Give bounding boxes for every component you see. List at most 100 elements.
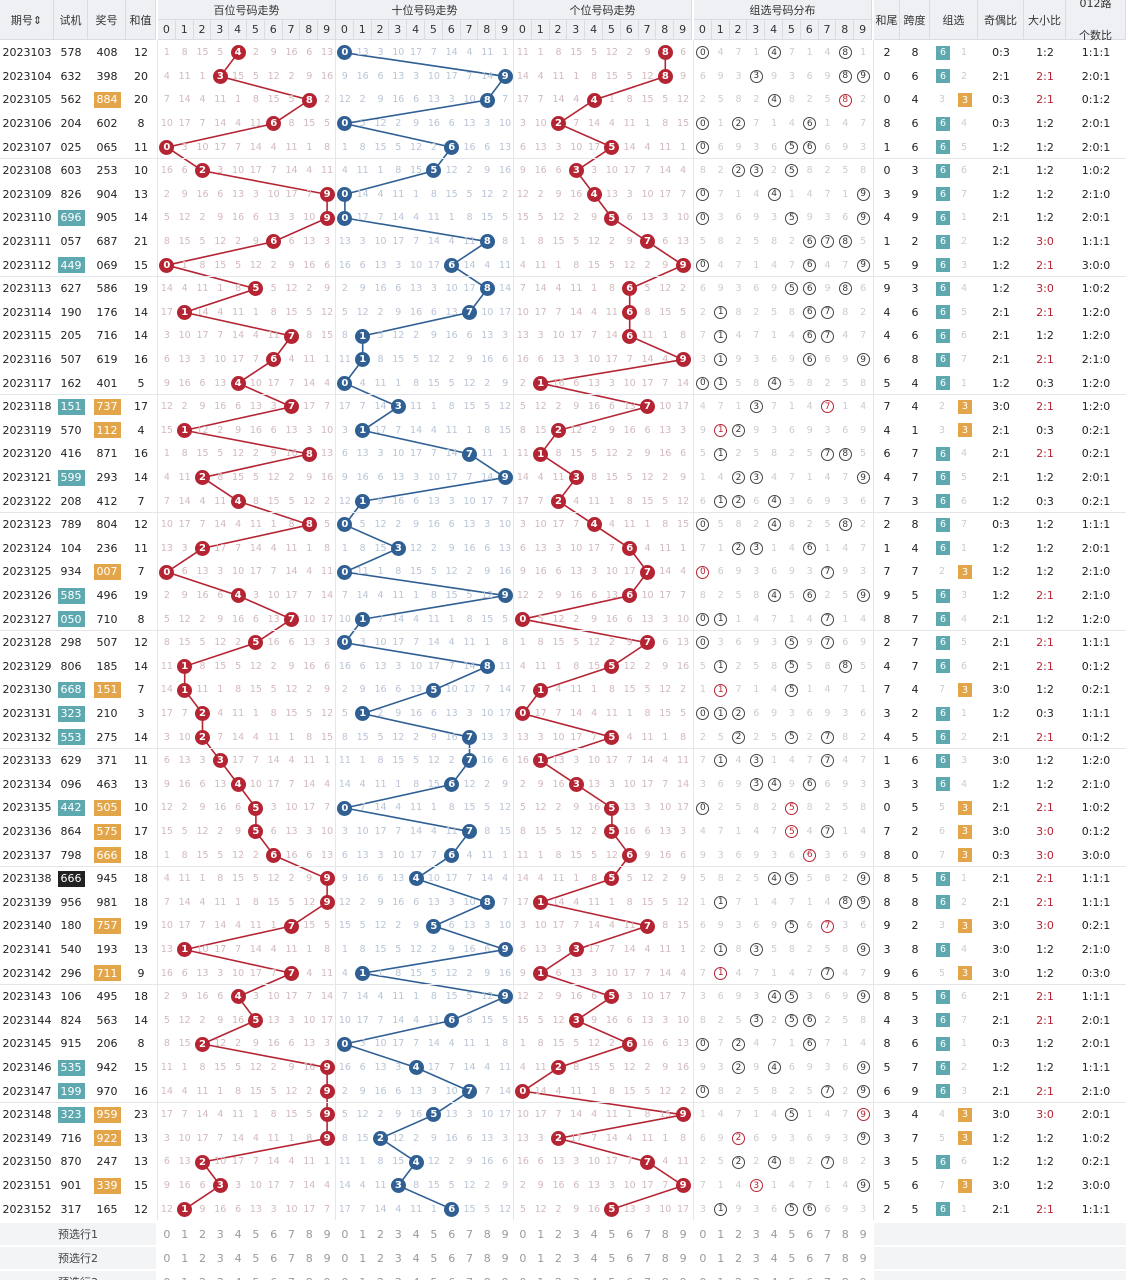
preselect-row-1-digit[interactable]: 5 <box>252 1227 260 1241</box>
preselect-row-3-digit[interactable]: 3 <box>389 1271 407 1280</box>
preselect-row-1-digit[interactable]: 9 <box>679 1227 687 1241</box>
preselect-row-3-digit[interactable]: 8 <box>478 1271 496 1280</box>
preselect-row-3-digit[interactable]: 5 <box>425 1271 443 1280</box>
preselect-row-3-digit[interactable]: 3 <box>567 1271 585 1280</box>
preselect-row-2-digit[interactable]: 6 <box>448 1251 456 1265</box>
preselect-row-3-digit[interactable]: 2 <box>550 1271 568 1280</box>
preselect-row-1-digit[interactable]: 4 <box>412 1227 420 1241</box>
preselect-row-1-digit[interactable]: 1 <box>181 1227 189 1241</box>
preselect-row-2-digit[interactable]: 0 <box>341 1251 349 1265</box>
preselect-row-1-digit[interactable]: 0 <box>699 1227 707 1241</box>
preselect-row-1-digit[interactable]: 1 <box>717 1227 725 1241</box>
preselect-row-2-digit[interactable]: 6 <box>806 1251 814 1265</box>
preselect-row-1-digit[interactable]: 3 <box>752 1227 760 1241</box>
preselect-row-3-digit[interactable]: 8 <box>300 1271 318 1280</box>
preselect-row-1-digit[interactable]: 0 <box>519 1227 527 1241</box>
preselect-row-1-digit[interactable]: 5 <box>608 1227 616 1241</box>
preselect-row-1-digit[interactable]: 6 <box>448 1227 456 1241</box>
preselect-row-2-digit[interactable]: 9 <box>859 1251 867 1265</box>
preselect-row-1-digit[interactable]: 5 <box>788 1227 796 1241</box>
preselect-row-2-digit[interactable]: 9 <box>679 1251 687 1265</box>
preselect-row-1-digit[interactable]: 0 <box>163 1227 171 1241</box>
preselect-row-1-digit[interactable]: 7 <box>287 1227 295 1241</box>
preselect-row-3-digit[interactable]: 6 <box>443 1271 461 1280</box>
preselect-row-3-digit[interactable]: 4 <box>585 1271 603 1280</box>
preselect-row-2-digit[interactable]: 2 <box>376 1251 384 1265</box>
preselect-row-3-digit[interactable]: 9 <box>674 1271 692 1280</box>
preselect-row-2-digit[interactable]: 8 <box>483 1251 491 1265</box>
preselect-row-3-digit[interactable]: 4 <box>765 1271 783 1280</box>
preselect-row-2-digit[interactable]: 5 <box>608 1251 616 1265</box>
preselect-row-3-digit[interactable]: 6 <box>265 1271 283 1280</box>
preselect-row-1-digit[interactable]: 1 <box>537 1227 545 1241</box>
preselect-row-3-digit[interactable]: 1 <box>712 1271 730 1280</box>
preselect-row-3-digit[interactable]: 6 <box>621 1271 639 1280</box>
preselect-row-2-digit[interactable]: 0 <box>519 1251 527 1265</box>
preselect-row-3-digit[interactable]: 3 <box>747 1271 765 1280</box>
preselect-row-1-digit[interactable]: 7 <box>823 1227 831 1241</box>
preselect-row-2-digit[interactable]: 5 <box>788 1251 796 1265</box>
preselect-row-2-digit[interactable]: 9 <box>501 1251 509 1265</box>
preselect-row-3-digit[interactable]: 7 <box>639 1271 657 1280</box>
preselect-row-1-digit[interactable]: 6 <box>626 1227 634 1241</box>
preselect-row-3-digit[interactable]: 5 <box>247 1271 265 1280</box>
preselect-row-3-digit[interactable]: 1 <box>532 1271 550 1280</box>
preselect-row-1-digit[interactable]: 7 <box>643 1227 651 1241</box>
preselect-row-2-digit[interactable]: 3 <box>216 1251 224 1265</box>
preselect-row-3-digit[interactable]: 0 <box>514 1271 532 1280</box>
preselect-row-2-digit[interactable]: 7 <box>643 1251 651 1265</box>
preselect-row-1-digit[interactable]: 2 <box>554 1227 562 1241</box>
preselect-row-2-digit[interactable]: 8 <box>841 1251 849 1265</box>
period-header[interactable]: 期号⇕ <box>0 0 54 40</box>
preselect-row-1-digit[interactable]: 3 <box>216 1227 224 1241</box>
preselect-row-3-digit[interactable]: 4 <box>229 1271 247 1280</box>
preselect-row-3-digit[interactable]: 0 <box>158 1271 176 1280</box>
preselect-row-2-digit[interactable]: 7 <box>465 1251 473 1265</box>
preselect-row-3-digit[interactable]: 0 <box>694 1271 712 1280</box>
preselect-row-3-digit[interactable]: 9 <box>496 1271 514 1280</box>
preselect-row-2-digit[interactable]: 0 <box>163 1251 171 1265</box>
preselect-row-3-digit[interactable]: 8 <box>836 1271 854 1280</box>
preselect-row-1-digit[interactable]: 4 <box>590 1227 598 1241</box>
preselect-row-2-digit[interactable]: 1 <box>537 1251 545 1265</box>
preselect-row-1-digit[interactable]: 1 <box>359 1227 367 1241</box>
preselect-row-3-digit[interactable]: 5 <box>603 1271 621 1280</box>
preselect-row-1-digit[interactable]: 4 <box>234 1227 242 1241</box>
preselect-row-3-digit[interactable]: 3 <box>211 1271 229 1280</box>
preselect-row-3-digit[interactable]: 7 <box>461 1271 479 1280</box>
preselect-row-3-digit[interactable]: 9 <box>318 1271 336 1280</box>
preselect-row-2-digit[interactable]: 4 <box>234 1251 242 1265</box>
preselect-row-3-digit[interactable]: 8 <box>656 1271 674 1280</box>
preselect-row-1-digit[interactable]: 9 <box>859 1227 867 1241</box>
preselect-row-1-digit[interactable]: 2 <box>198 1227 206 1241</box>
preselect-row-1-digit[interactable]: 0 <box>341 1227 349 1241</box>
preselect-row-3-digit[interactable]: 2 <box>372 1271 390 1280</box>
preselect-row-2-digit[interactable]: 8 <box>661 1251 669 1265</box>
preselect-row-3-digit[interactable]: 2 <box>730 1271 748 1280</box>
preselect-row-2-digit[interactable]: 6 <box>270 1251 278 1265</box>
preselect-row-1-digit[interactable]: 6 <box>806 1227 814 1241</box>
preselect-row-2-digit[interactable]: 5 <box>252 1251 260 1265</box>
preselect-row-3-digit[interactable]: 7 <box>819 1271 837 1280</box>
preselect-row-2-digit[interactable]: 0 <box>699 1251 707 1265</box>
preselect-row-1-digit[interactable]: 3 <box>572 1227 580 1241</box>
preselect-row-3-digit[interactable]: 1 <box>176 1271 194 1280</box>
preselect-row-1-digit[interactable]: 8 <box>841 1227 849 1241</box>
preselect-row-3-digit[interactable]: 5 <box>783 1271 801 1280</box>
preselect-row-1-digit[interactable]: 2 <box>734 1227 742 1241</box>
preselect-row-1-digit[interactable]: 5 <box>430 1227 438 1241</box>
preselect-row-2-digit[interactable]: 4 <box>412 1251 420 1265</box>
preselect-row-3-digit[interactable]: 7 <box>283 1271 301 1280</box>
preselect-row-2-digit[interactable]: 1 <box>717 1251 725 1265</box>
preselect-row-3-digit[interactable]: 2 <box>194 1271 212 1280</box>
preselect-row-2-digit[interactable]: 1 <box>181 1251 189 1265</box>
preselect-row-1-digit[interactable]: 6 <box>270 1227 278 1241</box>
preselect-row-1-digit[interactable]: 8 <box>483 1227 491 1241</box>
preselect-row-2-digit[interactable]: 2 <box>198 1251 206 1265</box>
preselect-row-1-digit[interactable]: 9 <box>501 1227 509 1241</box>
preselect-row-2-digit[interactable]: 4 <box>770 1251 778 1265</box>
preselect-row-1-digit[interactable]: 8 <box>305 1227 313 1241</box>
preselect-row-1-digit[interactable]: 3 <box>394 1227 402 1241</box>
preselect-row-2-digit[interactable]: 6 <box>626 1251 634 1265</box>
preselect-row-3-digit[interactable]: 9 <box>854 1271 872 1280</box>
